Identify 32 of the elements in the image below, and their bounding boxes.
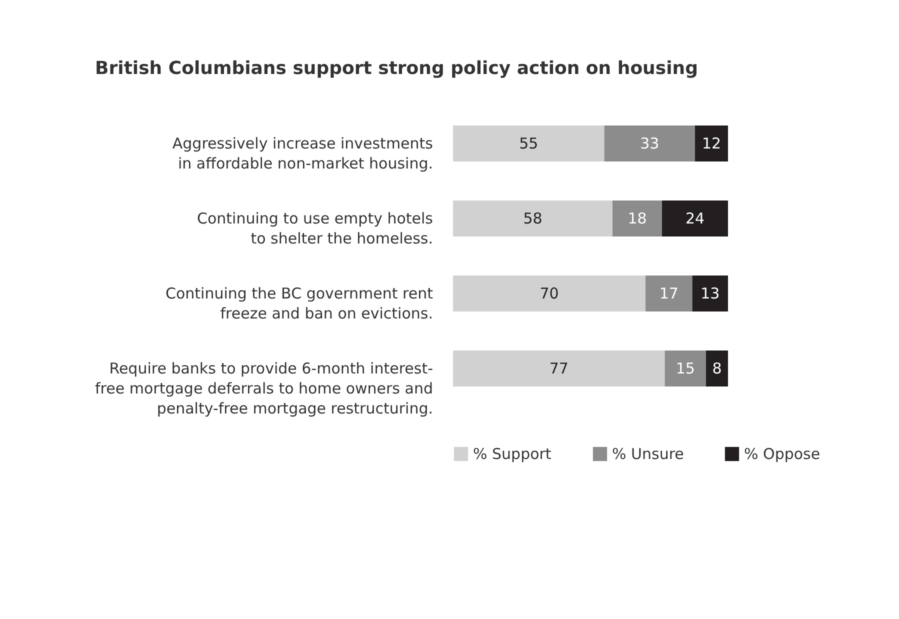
legend-label: % Support <box>473 445 552 463</box>
bar <box>706 350 728 386</box>
data-label: 24 <box>685 210 705 228</box>
data-label: 15 <box>676 360 695 378</box>
bar <box>695 126 728 162</box>
bar <box>453 350 665 386</box>
data-label: 8 <box>712 360 722 378</box>
bar <box>612 200 662 236</box>
y-tick-label: Require banks to provide 6-month interest-free mortgage deferrals to home owners and penalty-free mortgage restructuring. <box>95 360 433 418</box>
bar <box>453 276 646 312</box>
y-tick-label: Aggressively increase investments in affordable non-market housing. <box>172 134 434 172</box>
data-label: 13 <box>700 284 720 302</box>
y-tick-label: Continuing to use empty hotels to shelter the homeless. <box>197 210 434 248</box>
legend-label: % Oppose <box>744 445 820 463</box>
data-label: 17 <box>659 284 678 302</box>
bar <box>646 276 692 312</box>
data-label: 58 <box>523 210 542 228</box>
bar <box>664 350 706 386</box>
data-label: 33 <box>640 134 660 152</box>
chart-title: British Columbians support strong policy action on housing <box>95 58 698 79</box>
bar <box>604 126 695 162</box>
bar <box>692 276 728 312</box>
data-label: 70 <box>540 284 559 302</box>
y-tick-label: Continuing the BC government rent freeze and ban on evictions. <box>165 284 434 322</box>
data-label: 18 <box>628 210 647 228</box>
bar <box>453 126 604 162</box>
data-label: 12 <box>702 134 722 152</box>
data-label: 55 <box>519 134 538 152</box>
data-label: 77 <box>549 360 568 378</box>
legend-label: % Unsure <box>612 445 684 463</box>
bar <box>453 200 612 236</box>
bar <box>662 200 728 236</box>
